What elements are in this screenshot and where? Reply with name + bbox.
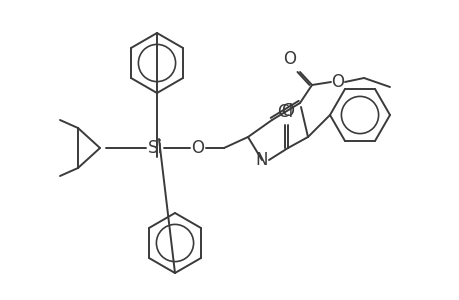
Text: O: O	[281, 102, 294, 120]
Text: O: O	[191, 139, 204, 157]
Text: O: O	[331, 73, 344, 91]
Text: N: N	[255, 151, 268, 169]
Text: Cl: Cl	[276, 103, 292, 121]
Text: O: O	[282, 50, 295, 68]
Text: Si: Si	[147, 139, 162, 157]
